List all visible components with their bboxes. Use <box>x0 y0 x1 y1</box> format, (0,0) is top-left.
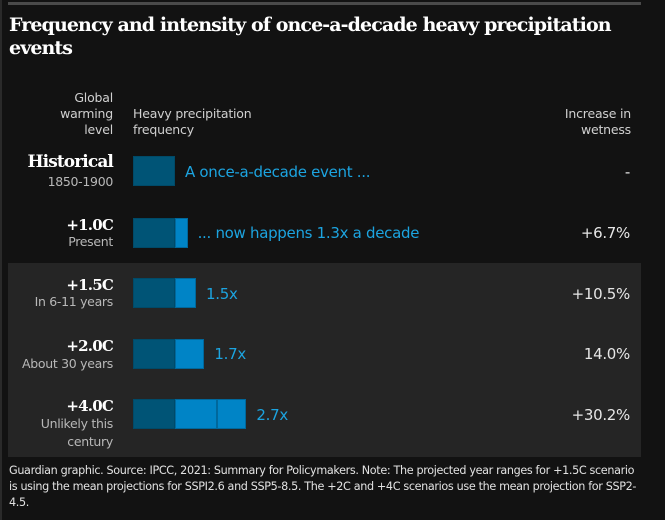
header-level-line: level <box>84 122 113 137</box>
level-label: +4.0C <box>66 397 113 415</box>
bar-segment-baseline <box>133 218 175 248</box>
frequency-bar <box>133 278 196 308</box>
level-label: +1.0C <box>66 216 113 234</box>
level-sub-label: 1850-1900 <box>47 174 114 189</box>
bar-segment-baseline <box>133 339 175 369</box>
header-wetness-line: wetness <box>580 122 631 137</box>
frequency-label: A once-a-decade event ... <box>185 163 371 181</box>
wetness-value: 14.0% <box>583 345 630 363</box>
header-warming-level: Global warming level <box>60 90 113 138</box>
wetness-value: - <box>624 163 630 181</box>
level-sub-label: Present <box>68 234 113 249</box>
header-wetness-line: Increase in <box>564 106 631 121</box>
bar-segment-increase <box>175 339 205 369</box>
wetness-value: +10.5% <box>571 285 631 303</box>
level-sub-label: About 30 years <box>21 356 113 371</box>
level-label: Historical <box>27 152 113 172</box>
wetness-value: +30.2% <box>571 406 631 424</box>
header-frequency-line: frequency <box>133 122 194 137</box>
bar-segment-increase <box>175 278 196 308</box>
frequency-bar <box>133 218 188 248</box>
frequency-bar <box>133 399 247 429</box>
frequency-bar <box>133 156 175 186</box>
chart-title: Frequency and intensity of once-a-decade… <box>9 14 612 59</box>
header-frequency: Heavy precipitation frequency <box>133 106 252 138</box>
bar-segment-baseline <box>133 278 175 308</box>
level-label: +1.5C <box>66 276 113 294</box>
bar-segment-baseline <box>133 399 175 429</box>
frequency-label: 1.7x <box>214 345 246 363</box>
source-note: Guardian graphic. Source: IPCC, 2021: Su… <box>9 464 637 509</box>
frequency-bar <box>133 339 205 369</box>
bar-segment-increase <box>175 399 217 429</box>
bar-segment-increase <box>175 218 188 248</box>
header-wetness: Increase in wetness <box>565 106 631 138</box>
wetness-value: +6.7% <box>580 224 630 242</box>
level-sub-label: In 6-11 years <box>34 294 114 309</box>
header-frequency-line: Heavy precipitation <box>133 106 252 121</box>
bar-segment-baseline <box>133 156 175 186</box>
top-rule <box>8 2 641 5</box>
header-level-line: warming <box>60 106 113 121</box>
frequency-label: 2.7x <box>256 406 288 424</box>
level-label: +2.0C <box>66 337 113 355</box>
bar-segment-increase <box>217 399 247 429</box>
future-scenarios-band <box>8 263 641 457</box>
level-sub-label: Unlikely this <box>40 416 114 431</box>
left-border <box>0 0 2 520</box>
header-level-line: Global <box>74 90 113 105</box>
frequency-label: 1.5x <box>206 285 238 303</box>
frequency-label: ... now happens 1.3x a decade <box>197 224 420 242</box>
level-sub-label: century <box>67 434 113 449</box>
